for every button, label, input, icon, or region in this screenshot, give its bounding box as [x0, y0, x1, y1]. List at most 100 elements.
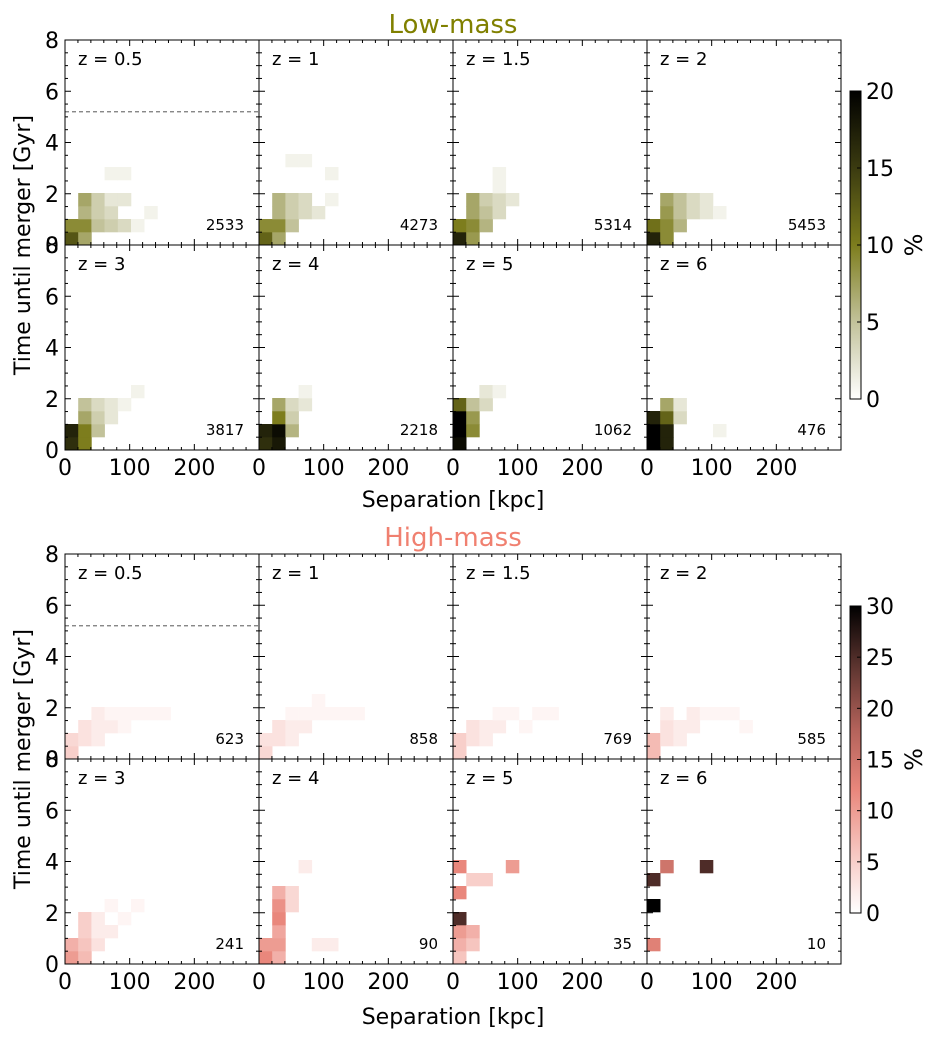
y-tick-label: 8 [45, 29, 59, 54]
x-tick-label: 0 [58, 970, 72, 995]
panel-frame [258, 758, 454, 965]
heatmap-cell [78, 219, 92, 233]
heatmap-cell [647, 746, 661, 760]
heatmap-cell [104, 193, 119, 207]
panel-count: 2218 [400, 421, 438, 439]
heatmap-cell [91, 938, 105, 952]
heatmap-cell [505, 193, 520, 207]
heatmap-cell [65, 232, 79, 246]
panel-redshift-label: z = 3 [78, 768, 125, 789]
x-tick-label: 200 [755, 970, 797, 995]
panel-redshift-label: z = 1 [272, 49, 319, 70]
panel: z = 0.5 623 0 2 4 6 8 [45, 543, 260, 773]
x-tick-label: 100 [497, 970, 539, 995]
heatmap-cell [466, 733, 480, 747]
heatmap-cell [660, 193, 674, 207]
heatmap-cell [466, 873, 480, 887]
x-tick-label: 200 [755, 456, 797, 481]
heatmap-cell [104, 219, 119, 233]
heatmap-cell [131, 899, 145, 913]
x-tick-label: 100 [109, 456, 151, 481]
heatmap-cell [104, 167, 119, 181]
heatmap-cell [660, 437, 674, 451]
heatmap-cell [660, 733, 674, 747]
heatmap-cell [660, 707, 674, 721]
heatmap-cell [131, 707, 145, 721]
heatmap-cell [647, 938, 661, 952]
heatmap-cell [117, 193, 132, 207]
panel-redshift-label: z = 6 [660, 254, 707, 275]
heatmap-cell [492, 720, 507, 734]
heatmap-cell [144, 707, 158, 721]
heatmap-cell [466, 193, 480, 207]
heatmap-cell [78, 398, 92, 412]
heatmap-cell [453, 951, 467, 965]
heatmap-cell [660, 398, 674, 412]
low-mass-block: Low-mass z = 0.5 2533 0 2 4 6 8 z = 1 4273 z = 1.5… [11, 10, 928, 513]
heatmap-cell [673, 398, 687, 412]
panel-count: 2533 [206, 216, 244, 234]
heatmap-cell [65, 424, 79, 438]
heatmap-cell [660, 219, 674, 233]
heatmap-cell [713, 707, 727, 721]
y-tick-label: 2 [45, 388, 59, 413]
heatmap-cell [65, 733, 79, 747]
heatmap-cell [311, 938, 326, 952]
heatmap-cell [453, 411, 467, 425]
x-tick-label: 200 [173, 970, 215, 995]
heatmap-cell [466, 206, 480, 220]
y-tick-label: 2 [45, 697, 59, 722]
heatmap-cell [686, 206, 701, 220]
heatmap-cell [298, 206, 313, 220]
block-title: High-mass [384, 523, 522, 553]
heatmap-cell [479, 733, 493, 747]
panel-redshift-label: z = 6 [660, 768, 707, 789]
heatmap-cell [91, 424, 105, 438]
heatmap-cell [272, 437, 286, 451]
colorbar-label: % [900, 748, 928, 771]
heatmap-cell [479, 720, 493, 734]
heatmap-cell [272, 886, 286, 900]
panel-count: 5314 [594, 216, 632, 234]
panel-count: 241 [215, 935, 244, 953]
panel-redshift-label: z = 0.5 [78, 49, 143, 70]
heatmap-cell [157, 707, 171, 721]
y-tick-label: 6 [45, 80, 59, 105]
heatmap-cell [259, 733, 273, 747]
heatmap-cell [479, 206, 493, 220]
colorbar-tick-label: 20 [866, 80, 894, 105]
heatmap-cell [647, 437, 661, 451]
heatmap-cell [285, 398, 299, 412]
heatmap-cell [285, 219, 299, 233]
heatmap-cell [272, 925, 286, 939]
heatmap-cell [660, 720, 674, 734]
heatmap-cell [104, 925, 119, 939]
heatmap-cell [78, 437, 92, 451]
heatmap-cell [259, 938, 273, 952]
x-tick-label: 100 [691, 456, 733, 481]
heatmap-cell [726, 707, 740, 721]
heatmap-cell [131, 219, 145, 233]
heatmap-cell [466, 938, 480, 952]
heatmap-cell [311, 206, 326, 220]
heatmap-cell [325, 193, 339, 207]
heatmap-cell [466, 398, 480, 412]
panel-redshift-label: z = 1.5 [466, 49, 531, 70]
panel-frame [452, 244, 648, 451]
heatmap-cell [686, 193, 701, 207]
heatmap-cell [325, 938, 339, 952]
panel-redshift-label: z = 1 [272, 563, 319, 584]
x-tick-label: 0 [446, 456, 460, 481]
heatmap-cell [545, 707, 559, 721]
panel-count: 90 [419, 935, 438, 953]
heatmap-cell [453, 232, 467, 246]
heatmap-cell [673, 193, 687, 207]
heatmap-cell [298, 707, 313, 721]
heatmap-cell [144, 206, 158, 220]
heatmap-cell [91, 707, 105, 721]
heatmap-cell [492, 180, 507, 194]
heatmap-cell [272, 899, 286, 913]
colorbar-tick-label: 15 [866, 157, 894, 182]
panel-count: 35 [613, 935, 632, 953]
